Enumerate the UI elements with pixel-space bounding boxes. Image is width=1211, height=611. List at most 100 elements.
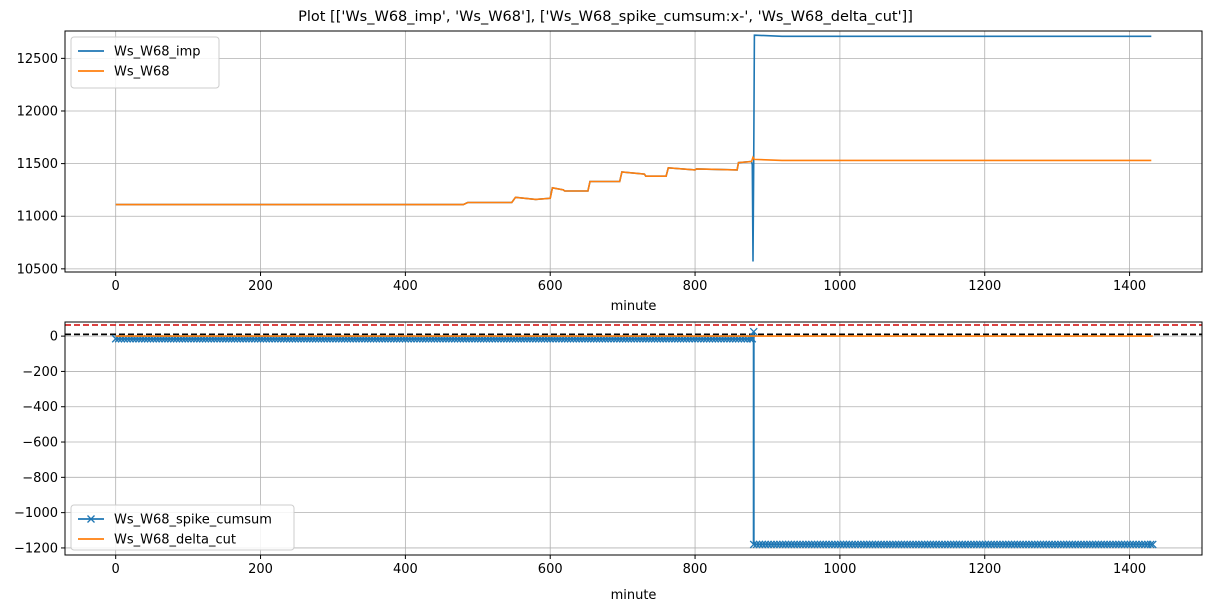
marker-x	[932, 540, 941, 549]
marker-x	[880, 540, 889, 549]
marker-x	[923, 540, 932, 549]
marker-x	[1030, 540, 1039, 549]
marker-x	[836, 540, 845, 549]
marker-x	[955, 540, 964, 549]
marker-x	[749, 540, 758, 549]
x-axis-label: minute	[611, 299, 657, 314]
x-tick-label: 1200	[968, 279, 1001, 294]
marker-x	[946, 540, 955, 549]
marker-x	[1019, 540, 1028, 549]
marker-x	[1146, 540, 1155, 549]
marker-x	[845, 540, 854, 549]
x-tick-label: 200	[248, 562, 273, 577]
legend-label: Ws_W68_imp	[114, 45, 201, 60]
marker-x	[755, 540, 764, 549]
x-tick-label: 1000	[823, 279, 856, 294]
marker-x	[775, 540, 784, 549]
y-tick-label: −600	[22, 436, 58, 451]
marker-x	[891, 540, 900, 549]
marker-x	[1024, 540, 1033, 549]
marker-x	[900, 540, 909, 549]
y-tick-label: −1000	[14, 506, 58, 521]
legend-marker	[87, 515, 95, 523]
marker-x	[749, 327, 758, 336]
marker-x	[920, 540, 929, 549]
marker-x	[897, 540, 906, 549]
marker-x	[964, 540, 973, 549]
marker-x	[764, 540, 773, 549]
marker-x	[848, 540, 857, 549]
marker-x	[1082, 540, 1091, 549]
marker-x	[938, 540, 946, 549]
x-tick-label: 1000	[823, 562, 856, 577]
marker-x	[967, 540, 975, 549]
marker-x	[859, 540, 868, 549]
y-tick-label: 0	[50, 330, 58, 345]
marker-x	[903, 540, 912, 549]
marker-x	[871, 540, 880, 549]
marker-x	[877, 540, 886, 549]
marker-x	[1114, 540, 1123, 549]
marker-x	[984, 540, 993, 549]
marker-x	[799, 540, 807, 549]
top-axes: 0 200 400 600 800 1000 1200 1400 10500 11000 11500…	[17, 30, 1203, 314]
marker-x	[772, 540, 781, 549]
axes-frame	[64, 321, 1203, 556]
marker-x	[1010, 540, 1019, 549]
marker-x	[793, 540, 802, 549]
marker-x	[943, 540, 952, 549]
marker-x	[1103, 540, 1112, 549]
marker-x	[778, 540, 787, 549]
marker-x	[1135, 540, 1143, 549]
marker-x	[883, 540, 891, 549]
marker-x	[940, 540, 949, 549]
marker-x	[914, 540, 923, 549]
marker-x	[825, 540, 833, 549]
x-tick-label: 400	[393, 279, 418, 294]
y-tick-label: 12500	[17, 52, 58, 67]
marker-x	[993, 540, 1002, 549]
marker-x	[767, 540, 776, 549]
plot-area	[65, 324, 1202, 549]
marker-x	[1033, 540, 1042, 549]
x-tick-label: 800	[683, 562, 708, 577]
marker-x	[1100, 540, 1109, 549]
marker-x	[830, 540, 839, 549]
marker-x	[819, 540, 828, 549]
marker-x	[1137, 540, 1146, 549]
legend-label: Ws_W68_spike_cumsum	[114, 513, 272, 528]
marker-x	[1094, 540, 1103, 549]
marker-x	[790, 540, 799, 549]
series-line-Ws_W68	[115, 155, 1152, 206]
marker-x	[810, 540, 819, 549]
y-tick-label: −800	[22, 471, 58, 486]
marker-x	[856, 540, 865, 549]
y-tick-label: 12000	[17, 104, 58, 119]
marker-x	[998, 540, 1007, 549]
marker-x	[1065, 540, 1074, 549]
x-tick-label: 0	[112, 279, 120, 294]
marker-x	[854, 540, 862, 549]
marker-x	[1129, 540, 1138, 549]
marker-x	[1088, 540, 1097, 549]
x-tick-label: 0	[112, 562, 120, 577]
marker-x	[1077, 540, 1086, 549]
marker-x	[972, 540, 981, 549]
x-tick-label: 600	[538, 562, 563, 577]
marker-x	[990, 540, 999, 549]
x-tick-label: 600	[538, 279, 563, 294]
marker-x	[958, 540, 967, 549]
marker-x	[1140, 540, 1149, 549]
marker-x	[1001, 540, 1010, 549]
marker-x	[752, 540, 761, 549]
marker-x	[885, 540, 894, 549]
axes-frame	[64, 30, 1203, 273]
marker-x	[1097, 540, 1106, 549]
y-tick-label: 11500	[17, 157, 58, 172]
marker-x	[801, 540, 810, 549]
x-tick-label: 1400	[1113, 279, 1146, 294]
marker-x	[995, 540, 1004, 549]
marker-x	[1053, 540, 1062, 549]
marker-x	[952, 540, 961, 549]
marker-x	[1085, 540, 1094, 549]
